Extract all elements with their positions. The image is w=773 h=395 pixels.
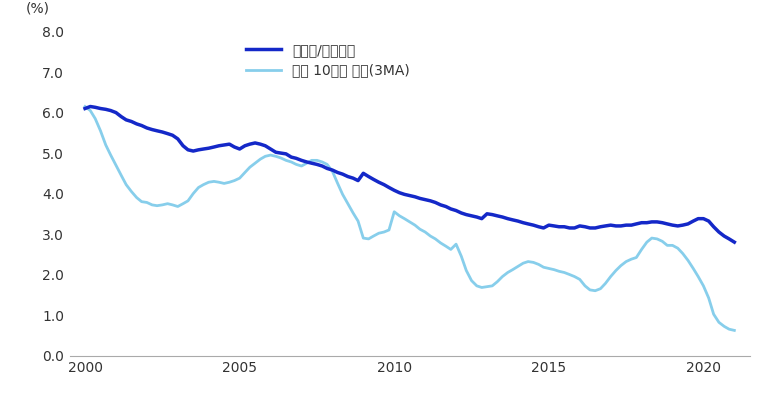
미국 10년물 평균(3MA) [492,279,502,284]
Line: 순이자/정부부채: 순이자/정부부채 [85,107,734,242]
Text: (%): (%) [26,2,49,15]
순이자/정부부채 [730,240,739,245]
미국 10년물 평균(3MA) [627,257,636,261]
순이자/정부부채 [632,222,641,226]
순이자/정부부채 [117,114,126,119]
Line: 미국 10년물 평균(3MA): 미국 10년물 평균(3MA) [85,107,734,330]
미국 10년물 평균(3MA) [467,278,476,283]
순이자/정부부채 [472,214,482,219]
미국 10년물 평균(3MA) [111,163,121,167]
미국 10년물 평균(3MA) [80,104,90,109]
미국 10년물 평균(3MA) [457,254,466,259]
미국 10년물 평균(3MA) [730,328,739,333]
미국 10년물 평균(3MA) [683,258,693,263]
순이자/정부부채 [498,214,507,219]
순이자/정부부채 [86,104,95,109]
Legend: 순이자/정부부채, 미국 10년물 평균(3MA): 순이자/정부부채, 미국 10년물 평균(3MA) [242,39,414,82]
순이자/정부부채 [689,219,698,224]
순이자/정부부채 [461,212,471,217]
순이자/정부부채 [80,106,90,111]
